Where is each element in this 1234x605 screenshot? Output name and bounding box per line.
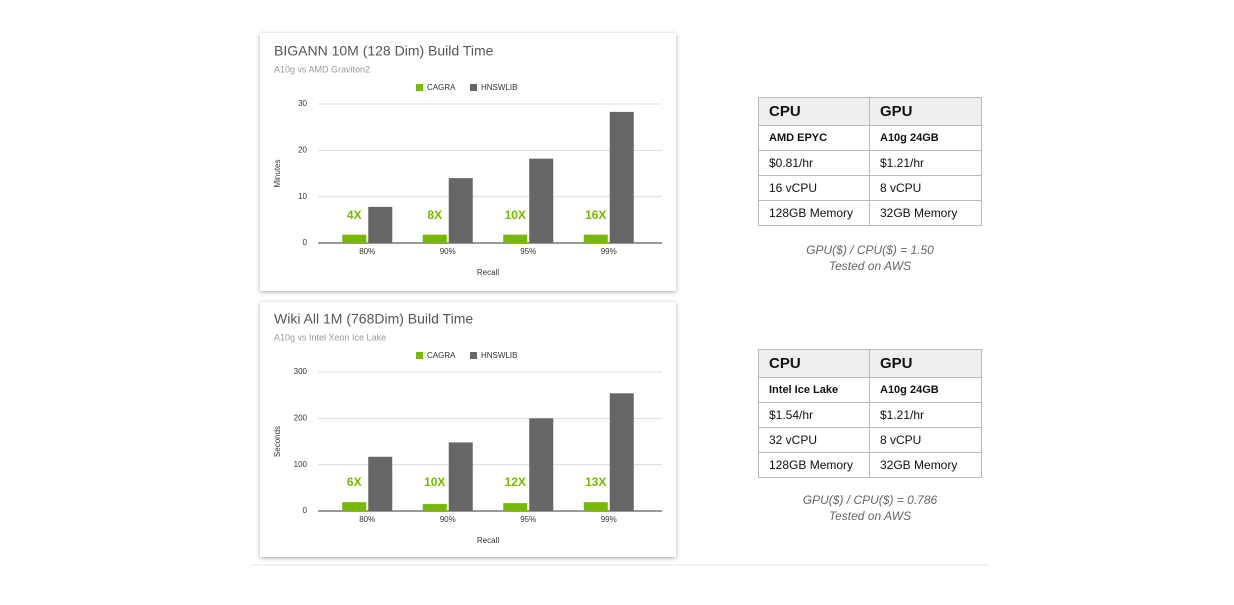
speedup-label: 12X bbox=[505, 475, 526, 489]
table-row: AMD EPYC A10g 24GB bbox=[758, 125, 982, 151]
table-cell: A10g 24GB bbox=[869, 377, 982, 403]
legend-swatch bbox=[416, 84, 423, 91]
bar bbox=[583, 234, 608, 243]
table-cell: AMD EPYC bbox=[758, 125, 870, 151]
chart-card bbox=[260, 33, 676, 291]
legend-label: HNSWLIB bbox=[481, 83, 517, 92]
legend-swatch bbox=[416, 352, 423, 359]
note-line: GPU($) / CPU($) = 1.50 bbox=[806, 243, 934, 257]
x-axis-label: Recall bbox=[477, 536, 499, 545]
y-axis-label: Seconds bbox=[273, 426, 282, 457]
bar bbox=[503, 234, 528, 243]
y-tick-label: 300 bbox=[294, 367, 308, 376]
y-tick-label: 10 bbox=[298, 192, 307, 201]
table-cell: $1.54/hr bbox=[758, 402, 870, 428]
speedup-label: 10X bbox=[424, 475, 445, 489]
x-tick-label: 99% bbox=[601, 515, 617, 524]
table-cell: 32 vCPU bbox=[758, 427, 870, 453]
bar bbox=[368, 456, 393, 511]
table-notes: GPU($) / CPU($) = 0.786 Tested on AWS bbox=[758, 492, 982, 524]
legend-swatch bbox=[470, 84, 477, 91]
table-row: 16 vCPU 8 vCPU bbox=[758, 175, 982, 201]
table-cell: 8 vCPU bbox=[869, 427, 982, 453]
chart-title: BIGANN 10M (128 Dim) Build Time bbox=[274, 43, 494, 59]
speedup-label: 6X bbox=[347, 475, 362, 489]
bar bbox=[368, 206, 393, 243]
bar bbox=[342, 502, 367, 511]
speedup-label: 13X bbox=[585, 475, 606, 489]
bar bbox=[422, 234, 447, 243]
header-row: CPU GPU bbox=[758, 349, 982, 378]
table-row: Intel Ice Lake A10g 24GB bbox=[758, 377, 982, 403]
bar bbox=[448, 442, 473, 511]
table-row: 32 vCPU 8 vCPU bbox=[758, 427, 982, 453]
legend-label: CAGRA bbox=[427, 83, 456, 92]
table-row: $0.81/hr $1.21/hr bbox=[758, 150, 982, 176]
y-tick-label: 200 bbox=[294, 413, 308, 422]
table-cell: A10g 24GB bbox=[869, 125, 982, 151]
table-cell: 8 vCPU bbox=[869, 175, 982, 201]
table-row: 128GB Memory 32GB Memory bbox=[758, 200, 982, 226]
header-cell: GPU bbox=[869, 349, 982, 378]
chart-card bbox=[260, 302, 676, 557]
table-cell: Intel Ice Lake bbox=[758, 377, 870, 403]
table-notes: GPU($) / CPU($) = 1.50 Tested on AWS bbox=[758, 242, 982, 274]
chart-subtitle: A10g vs Intel Xeon Ice Lake bbox=[274, 332, 386, 342]
spec-table: CPU GPU Intel Ice Lake A10g 24GB $1.54/hr $1.… bbox=[758, 349, 982, 478]
x-tick-label: 90% bbox=[440, 247, 456, 256]
y-tick-label: 20 bbox=[298, 145, 307, 154]
x-tick-label: 80% bbox=[359, 515, 375, 524]
legend-label: CAGRA bbox=[427, 351, 456, 360]
x-tick-label: 95% bbox=[520, 515, 536, 524]
bar bbox=[583, 502, 608, 511]
speedup-label: 16X bbox=[585, 208, 606, 222]
legend-label: HNSWLIB bbox=[481, 351, 517, 360]
table-cell: $1.21/hr bbox=[869, 402, 982, 428]
x-tick-label: 80% bbox=[359, 247, 375, 256]
bar bbox=[529, 418, 554, 511]
header-cell: CPU bbox=[758, 97, 870, 126]
bar bbox=[529, 158, 554, 243]
bar bbox=[448, 178, 473, 243]
y-tick-label: 30 bbox=[298, 99, 307, 108]
legend-swatch bbox=[470, 352, 477, 359]
table-cell: 128GB Memory bbox=[758, 452, 870, 478]
header-cell: GPU bbox=[869, 97, 982, 126]
note-line: Tested on AWS bbox=[828, 259, 912, 273]
speedup-label: 8X bbox=[427, 208, 442, 222]
speedup-label: 10X bbox=[505, 208, 526, 222]
y-tick-label: 0 bbox=[303, 238, 308, 247]
table-cell: 32GB Memory bbox=[869, 452, 982, 478]
header-cell: CPU bbox=[758, 349, 870, 378]
table-cell: $1.21/hr bbox=[869, 150, 982, 176]
bar bbox=[422, 504, 447, 511]
x-axis-label: Recall bbox=[477, 268, 499, 277]
x-tick-label: 95% bbox=[520, 247, 536, 256]
chart-title: Wiki All 1M (768Dim) Build Time bbox=[274, 311, 473, 327]
note-line: Tested on AWS bbox=[828, 509, 912, 523]
bar bbox=[609, 111, 634, 243]
table-row: 128GB Memory 32GB Memory bbox=[758, 452, 982, 478]
y-axis-label: Minutes bbox=[273, 159, 282, 187]
bar bbox=[342, 234, 367, 243]
spec-table: CPU GPU AMD EPYC A10g 24GB $0.81/hr $1.21/hr 1… bbox=[758, 97, 982, 226]
table-cell: 32GB Memory bbox=[869, 200, 982, 226]
table-row: $1.54/hr $1.21/hr bbox=[758, 402, 982, 428]
bar bbox=[503, 503, 528, 511]
y-tick-label: 0 bbox=[303, 506, 308, 515]
x-tick-label: 99% bbox=[601, 247, 617, 256]
note-line: GPU($) / CPU($) = 0.786 bbox=[802, 493, 938, 507]
speedup-label: 4X bbox=[347, 208, 362, 222]
table-cell: $0.81/hr bbox=[758, 150, 870, 176]
x-tick-label: 90% bbox=[440, 515, 456, 524]
y-tick-label: 100 bbox=[294, 460, 308, 469]
bar bbox=[609, 393, 634, 511]
table-cell: 128GB Memory bbox=[758, 200, 870, 226]
chart-subtitle: A10g vs AMD Graviton2 bbox=[274, 64, 370, 74]
header-row: CPU GPU bbox=[758, 97, 982, 126]
table-cell: 16 vCPU bbox=[758, 175, 870, 201]
